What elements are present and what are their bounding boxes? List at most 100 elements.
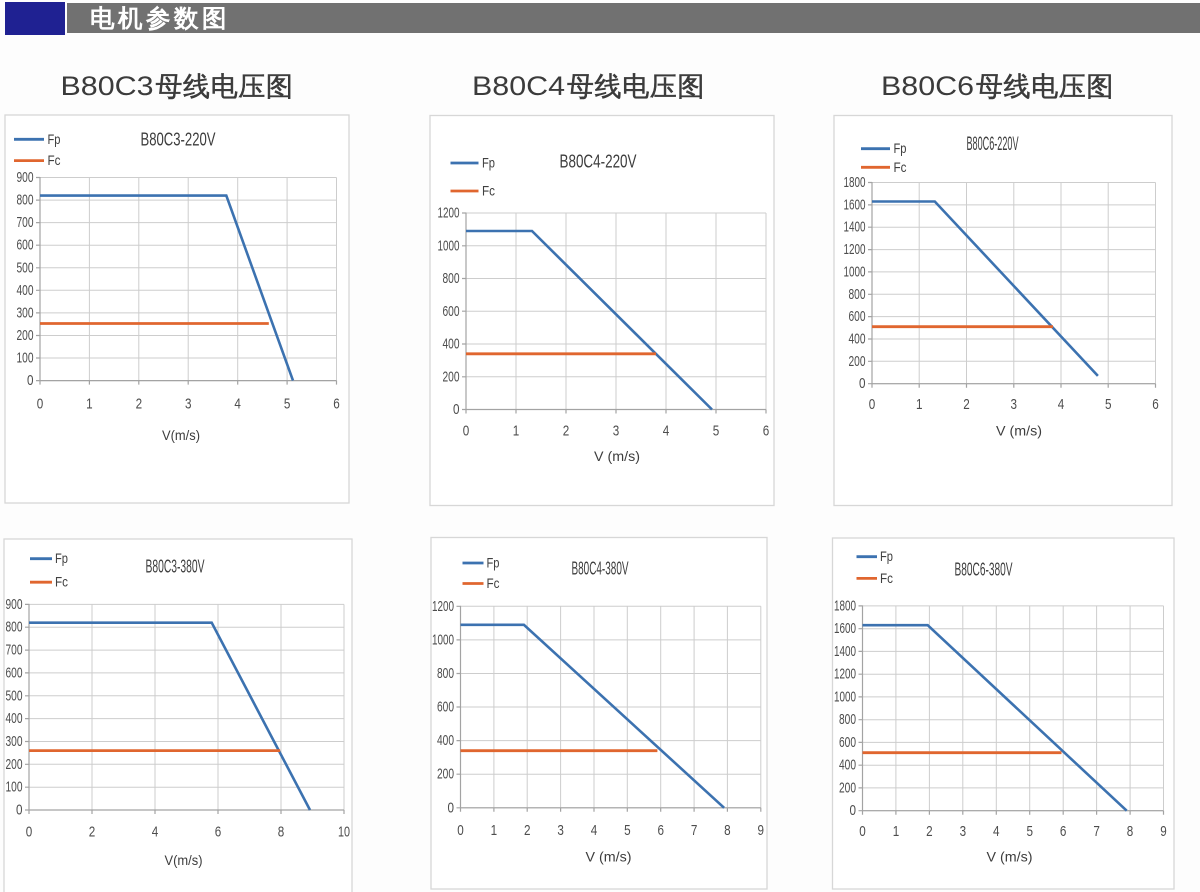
svg-text:700: 700 bbox=[6, 642, 23, 659]
svg-text:600: 600 bbox=[6, 664, 23, 681]
svg-text:200: 200 bbox=[443, 368, 460, 385]
svg-text:800: 800 bbox=[839, 711, 856, 728]
svg-text:0: 0 bbox=[37, 396, 44, 413]
svg-text:4: 4 bbox=[234, 396, 241, 413]
svg-text:1800: 1800 bbox=[834, 597, 856, 614]
svg-text:7: 7 bbox=[691, 822, 698, 839]
svg-text:500: 500 bbox=[6, 687, 23, 704]
svg-text:0: 0 bbox=[859, 823, 866, 840]
svg-text:1000: 1000 bbox=[432, 631, 454, 648]
svg-text:Fc: Fc bbox=[482, 184, 495, 199]
svg-text:Fc: Fc bbox=[894, 160, 907, 175]
svg-text:200: 200 bbox=[6, 756, 23, 773]
svg-text:Fc: Fc bbox=[55, 575, 68, 590]
svg-text:3: 3 bbox=[557, 822, 564, 839]
svg-text:100: 100 bbox=[17, 350, 34, 367]
svg-text:Fp: Fp bbox=[487, 556, 500, 571]
svg-text:800: 800 bbox=[443, 270, 460, 287]
svg-text:B80C6: B80C6 bbox=[881, 71, 974, 101]
svg-text:3: 3 bbox=[185, 396, 192, 413]
svg-text:B80C3: B80C3 bbox=[61, 71, 154, 101]
svg-text:0: 0 bbox=[16, 802, 23, 819]
svg-text:0: 0 bbox=[27, 372, 34, 389]
svg-text:5: 5 bbox=[713, 423, 720, 440]
svg-text:Fc: Fc bbox=[487, 576, 500, 591]
svg-text:Fp: Fp bbox=[55, 551, 68, 566]
svg-text:600: 600 bbox=[437, 699, 454, 716]
svg-text:4: 4 bbox=[591, 822, 598, 839]
svg-text:Fp: Fp bbox=[880, 549, 893, 564]
svg-text:4: 4 bbox=[1058, 396, 1065, 413]
svg-text:1: 1 bbox=[491, 822, 498, 839]
svg-text:0: 0 bbox=[850, 802, 857, 819]
svg-text:500: 500 bbox=[17, 259, 34, 276]
svg-text:5: 5 bbox=[1026, 823, 1033, 840]
svg-text:600: 600 bbox=[443, 303, 460, 320]
svg-text:1200: 1200 bbox=[834, 666, 856, 683]
svg-text:1400: 1400 bbox=[834, 643, 856, 660]
svg-text:2: 2 bbox=[563, 423, 570, 440]
svg-text:7: 7 bbox=[1093, 823, 1100, 840]
svg-text:2: 2 bbox=[89, 824, 96, 841]
svg-text:900: 900 bbox=[6, 596, 23, 613]
svg-text:200: 200 bbox=[839, 779, 856, 796]
svg-text:Fp: Fp bbox=[482, 156, 495, 171]
svg-text:3: 3 bbox=[960, 823, 967, 840]
svg-text:8: 8 bbox=[278, 824, 285, 841]
svg-text:1: 1 bbox=[893, 823, 900, 840]
svg-text:300: 300 bbox=[17, 304, 34, 321]
svg-text:10: 10 bbox=[338, 824, 350, 841]
svg-text:1600: 1600 bbox=[834, 620, 856, 637]
svg-text:V (m/s): V (m/s) bbox=[586, 849, 632, 865]
svg-text:1: 1 bbox=[513, 423, 520, 440]
svg-text:0: 0 bbox=[457, 822, 464, 839]
svg-text:V(m/s): V(m/s) bbox=[162, 427, 200, 443]
svg-text:2: 2 bbox=[136, 396, 143, 413]
svg-text:600: 600 bbox=[17, 237, 34, 254]
svg-text:V (m/s): V (m/s) bbox=[996, 423, 1042, 439]
svg-text:5: 5 bbox=[284, 396, 291, 413]
svg-text:Fp: Fp bbox=[894, 141, 907, 156]
svg-text:6: 6 bbox=[1060, 823, 1067, 840]
svg-text:0: 0 bbox=[859, 375, 866, 392]
svg-text:5: 5 bbox=[1105, 396, 1112, 413]
svg-text:700: 700 bbox=[17, 214, 34, 231]
svg-text:8: 8 bbox=[724, 822, 731, 839]
svg-text:2: 2 bbox=[963, 396, 970, 413]
svg-text:B80C4-380V: B80C4-380V bbox=[572, 559, 629, 579]
svg-text:400: 400 bbox=[839, 757, 856, 774]
svg-text:2: 2 bbox=[524, 822, 531, 839]
svg-text:V (m/s): V (m/s) bbox=[987, 849, 1033, 865]
svg-text:Fp: Fp bbox=[48, 132, 61, 147]
svg-text:1400: 1400 bbox=[844, 219, 866, 236]
svg-text:1800: 1800 bbox=[844, 174, 866, 191]
svg-text:200: 200 bbox=[437, 766, 454, 783]
svg-text:4: 4 bbox=[663, 423, 670, 440]
svg-text:3: 3 bbox=[613, 423, 620, 440]
svg-text:B80C3-380V: B80C3-380V bbox=[146, 557, 205, 577]
svg-text:B80C3-220V: B80C3-220V bbox=[141, 130, 216, 150]
svg-text:0: 0 bbox=[463, 423, 470, 440]
svg-text:400: 400 bbox=[849, 330, 866, 347]
svg-text:4: 4 bbox=[152, 824, 159, 841]
svg-text:300: 300 bbox=[6, 733, 23, 750]
svg-text:100: 100 bbox=[6, 779, 23, 796]
svg-text:400: 400 bbox=[437, 732, 454, 749]
svg-text:600: 600 bbox=[839, 734, 856, 751]
svg-text:2: 2 bbox=[926, 823, 933, 840]
svg-text:600: 600 bbox=[849, 308, 866, 325]
svg-text:9: 9 bbox=[758, 822, 765, 839]
svg-text:200: 200 bbox=[849, 353, 866, 370]
svg-text:1600: 1600 bbox=[844, 196, 866, 213]
svg-text:4: 4 bbox=[993, 823, 1000, 840]
svg-text:V(m/s): V(m/s) bbox=[165, 852, 203, 868]
svg-text:1200: 1200 bbox=[432, 598, 454, 615]
svg-text:B80C4-220V: B80C4-220V bbox=[560, 152, 637, 172]
svg-text:0: 0 bbox=[448, 799, 455, 816]
svg-text:0: 0 bbox=[26, 824, 33, 841]
svg-text:800: 800 bbox=[437, 665, 454, 682]
svg-text:1: 1 bbox=[86, 396, 93, 413]
svg-text:0: 0 bbox=[869, 396, 876, 413]
svg-text:6: 6 bbox=[763, 423, 770, 440]
svg-text:6: 6 bbox=[215, 824, 222, 841]
